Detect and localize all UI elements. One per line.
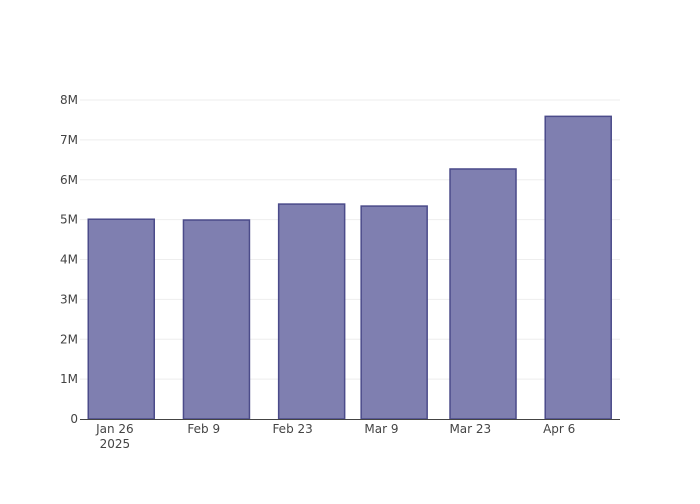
x-tick-label: Apr 6 bbox=[543, 422, 575, 436]
y-tick-label: 8M bbox=[60, 93, 78, 107]
y-tick-label: 4M bbox=[60, 253, 78, 267]
bar bbox=[182, 219, 251, 420]
y-tick-label: 7M bbox=[60, 133, 78, 147]
y-tick-label: 1M bbox=[60, 372, 78, 386]
y-tick-label: 0 bbox=[70, 412, 78, 426]
bar bbox=[449, 168, 517, 420]
y-tick-label: 5M bbox=[60, 213, 78, 227]
x-tick-label: Mar 23 bbox=[449, 422, 491, 436]
y-tick-label: 6M bbox=[60, 173, 78, 187]
x-tick-label: Jan 26 2025 bbox=[95, 422, 134, 451]
y-tick-label: 3M bbox=[60, 292, 78, 306]
x-tick-label: Feb 23 bbox=[272, 422, 312, 436]
bar bbox=[360, 205, 428, 420]
y-tick-label: 2M bbox=[60, 332, 78, 346]
bar bbox=[277, 203, 346, 420]
x-tick-label: Mar 9 bbox=[364, 422, 398, 436]
bar bbox=[544, 115, 612, 420]
bar bbox=[87, 218, 156, 420]
x-tick-label: Feb 9 bbox=[187, 422, 220, 436]
